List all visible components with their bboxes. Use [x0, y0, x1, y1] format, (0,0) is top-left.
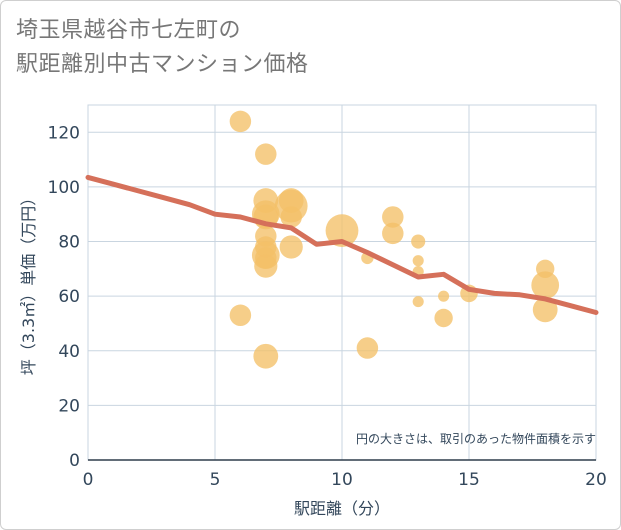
x-tick-label: 0 [83, 470, 94, 490]
chart-title-line2: 駅距離別中古マンション価格 [16, 52, 309, 77]
bubbles [229, 110, 560, 369]
data-bubble [532, 297, 558, 323]
data-bubble [412, 296, 424, 308]
chart-note: 円の大きさは、取引のあった物件面積を示す [356, 431, 596, 446]
y-tick-label: 80 [58, 233, 80, 253]
data-bubble [411, 234, 426, 249]
data-bubble [279, 235, 303, 259]
data-bubble [412, 255, 424, 267]
data-bubble [434, 308, 453, 328]
data-bubble [531, 271, 560, 300]
data-bubble [229, 110, 252, 133]
y-tick-label: 60 [58, 287, 80, 307]
data-bubble [382, 206, 404, 228]
y-tick-label: 20 [58, 396, 80, 416]
data-bubble [382, 222, 404, 245]
x-tick-label: 5 [210, 470, 221, 490]
x-tick-label: 10 [331, 470, 353, 490]
data-bubble [280, 206, 302, 228]
data-bubble [254, 254, 278, 278]
chart-title: 埼玉県越谷市七左町の 駅距離別中古マンション価格 [16, 14, 309, 82]
y-axis-label: 坪（3.3㎡）単価（万円） [19, 190, 38, 375]
data-bubble [229, 304, 252, 327]
axes: 0 20 40 60 80 100 120 0 5 10 15 20 [48, 123, 607, 490]
x-tick-label: 20 [585, 470, 607, 490]
y-tick-label: 0 [69, 451, 80, 471]
data-bubble [438, 290, 450, 302]
chart-title-line1: 埼玉県越谷市七左町の [16, 18, 242, 43]
trend-line [85, 174, 599, 315]
data-bubble [255, 143, 277, 165]
y-tick-label: 120 [48, 123, 80, 143]
x-axis-label: 駅距離（分） [294, 499, 390, 518]
data-bubble [325, 214, 359, 248]
trend-line-group [85, 174, 599, 315]
data-bubble [253, 343, 279, 369]
x-tick-label: 15 [458, 470, 480, 490]
y-tick-label: 100 [48, 178, 80, 198]
grid [87, 104, 597, 461]
data-bubble [356, 337, 379, 359]
y-tick-label: 40 [58, 342, 80, 362]
